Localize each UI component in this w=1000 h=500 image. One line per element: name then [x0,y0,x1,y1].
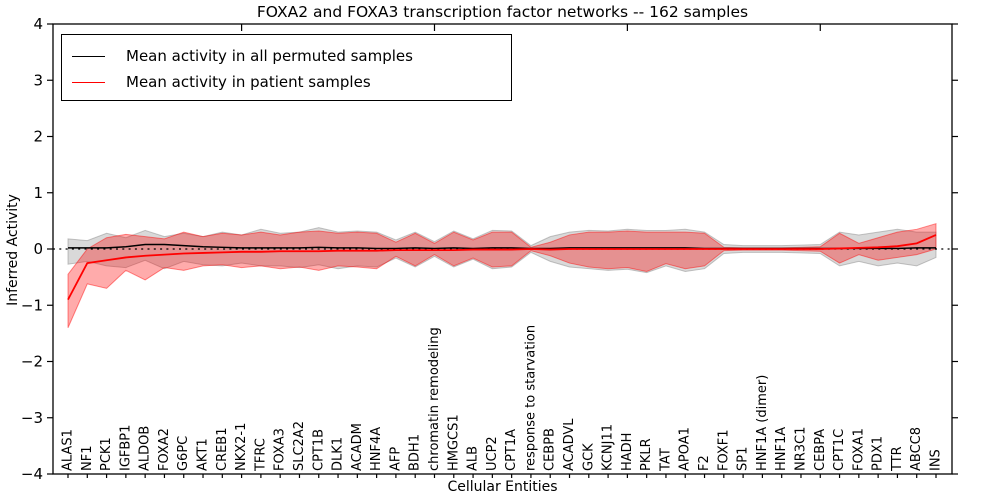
x-tick-label: F2 [697,455,712,471]
x-tick-label: ALDOB [138,426,153,471]
x-tick-label: FOXA3 [273,428,288,471]
x-tick-label: TFRC [253,438,268,472]
x-tick-label: ALAS1 [61,429,76,471]
x-tick-label: AKT1 [196,438,211,471]
x-tick-label: GCK [581,443,596,471]
legend: Mean activity in all permuted samples Me… [61,34,512,101]
x-tick-label: PDX1 [871,436,886,471]
x-tick-label: HNF4A [369,427,384,471]
x-tick-label: UCP2 [485,436,500,471]
legend-label-permuted: Mean activity in all permuted samples [126,47,413,65]
x-tick-label: ALB [466,446,481,471]
permuted-line-swatch [72,55,105,57]
legend-item-permuted: Mean activity in all permuted samples [72,43,511,69]
x-tick-label: HADH [620,433,635,471]
y-tick-label: 2 [33,128,43,146]
y-tick-label: −1 [21,296,43,314]
chart-title: FOXA2 and FOXA3 transcription factor net… [256,3,749,21]
y-tick-label: −3 [21,409,43,427]
x-tick-label: ABCC8 [909,427,924,471]
x-tick-label: PCK1 [99,437,114,471]
y-tick-label: 0 [33,240,43,258]
x-tick-label: FOXA1 [851,428,866,471]
x-tick-label: KCNJ11 [601,424,616,471]
x-tick-label: CPT1C [832,429,847,471]
x-tick-label: HNF1A [774,427,789,471]
x-tick-label: G6PC [176,436,191,471]
y-tick-label: 1 [33,184,43,202]
x-tick-label: AFP [388,447,403,471]
x-tick-label: FOXF1 [716,429,731,471]
x-tick-label: DLK1 [331,437,346,471]
x-axis-label: Cellular Entities [447,479,558,495]
x-tick-label: NKX2-1 [234,423,249,471]
y-tick-label: 4 [33,15,43,33]
x-tick-label: INS [929,449,944,471]
x-tick-label: CPT1A [504,429,519,471]
x-tick-label: CEBPA [813,429,828,471]
y-tick-label: −4 [21,465,43,483]
x-tick-label: CEBPB [543,428,558,471]
x-tick-label: NR3C1 [793,427,808,471]
x-tick-label: CPT1B [311,429,326,471]
x-tick-label: chromatin remodeling [427,327,442,471]
x-tick-label: ACADM [350,423,365,471]
x-tick-label: HMGCS1 [446,414,461,471]
y-tick-label: −2 [21,353,43,371]
x-tick-label: SLC2A2 [292,421,307,471]
x-tick-label: APOA1 [678,427,693,471]
x-tick-label: BDH1 [408,434,423,471]
x-tick-label: CREB1 [215,427,230,471]
x-tick-label: IGFBP1 [118,425,133,471]
x-tick-label: FOXA2 [157,428,172,471]
x-tick-label: NF1 [80,446,95,471]
x-tick-label: TAT [658,448,673,472]
legend-label-patient: Mean activity in patient samples [126,73,371,91]
x-tick-label: TTR [890,446,905,472]
x-tick-label: PKLR [639,438,654,471]
x-tick-label: response to starvation [523,325,538,471]
x-tick-label: HNF1A (dimer) [755,375,770,471]
patient-line-swatch [72,81,105,83]
patient-mean-line [67,234,937,301]
legend-item-patient: Mean activity in patient samples [72,69,511,95]
y-tick-label: 3 [33,71,43,89]
x-tick-label: ACADVL [562,418,577,471]
patient-samples-band [67,223,937,328]
x-tick-label: SP1 [736,447,751,471]
